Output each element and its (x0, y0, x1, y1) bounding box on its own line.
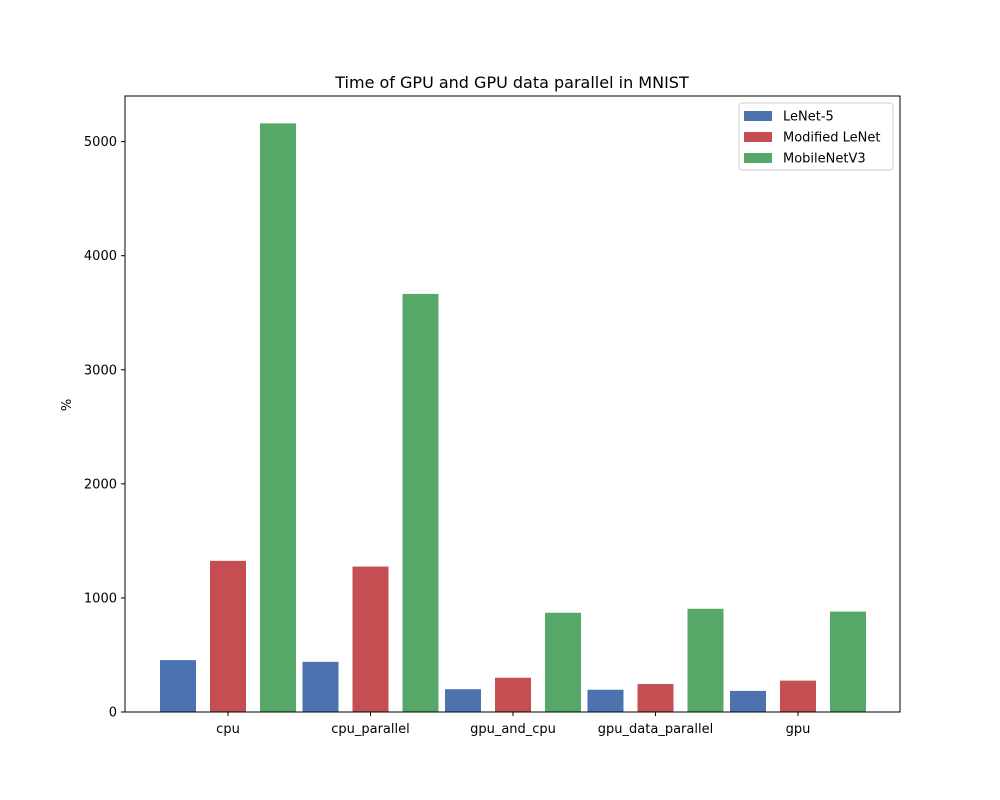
chart-title: Time of GPU and GPU data parallel in MNI… (334, 73, 689, 92)
bar-gpu-modified-lenet (780, 680, 816, 712)
y-axis: 0 1000 2000 3000 4000 5000 (84, 135, 125, 721)
bar-gpu-mobilenetv3 (830, 611, 866, 712)
bar-cpu_parallel-mobilenetv3 (402, 293, 439, 712)
y-tick-label: 4000 (84, 249, 117, 264)
bars-group (160, 123, 866, 712)
bar-gpu_data_parallel-modified-lenet (637, 684, 674, 712)
legend-swatch (744, 132, 772, 142)
legend-label: Modified LeNet (783, 131, 880, 146)
bar-gpu_data_parallel-lenet-5 (587, 689, 624, 712)
bar-gpu-lenet-5 (730, 690, 766, 712)
x-axis: cpu cpu_parallel gpu_and_cpu gpu_data_paral… (216, 712, 810, 737)
x-tick-label: cpu (216, 722, 240, 737)
y-tick-label: 0 (109, 706, 117, 721)
legend-label: MobileNetV3 (783, 152, 866, 167)
bar-cpu_parallel-lenet-5 (302, 661, 339, 712)
y-tick-label: 2000 (84, 477, 117, 492)
legend: LeNet-5 Modified LeNet MobileNetV3 (738, 102, 894, 171)
y-tick-label: 5000 (84, 135, 117, 150)
bar-cpu-lenet-5 (160, 660, 196, 712)
bar-gpu_data_parallel-mobilenetv3 (687, 608, 724, 712)
legend-box (738, 102, 894, 171)
plot-frame (124, 95, 901, 713)
legend-label: LeNet-5 (783, 110, 834, 125)
x-tick-label: gpu (786, 722, 811, 737)
x-tick-label: gpu_and_cpu (470, 722, 556, 737)
bar-gpu_and_cpu-mobilenetv3 (545, 612, 581, 712)
legend-swatch (744, 111, 772, 121)
x-tick-label: cpu_parallel (331, 722, 410, 737)
y-tick-label: 1000 (84, 591, 117, 606)
bar-cpu_parallel-modified-lenet (352, 566, 389, 712)
bar-cpu-modified-lenet (210, 560, 246, 712)
bar-gpu_and_cpu-modified-lenet (495, 677, 531, 712)
bar-gpu_and_cpu-lenet-5 (445, 689, 481, 712)
x-tick-label: gpu_data_parallel (598, 722, 713, 737)
bar-cpu-mobilenetv3 (260, 123, 296, 712)
y-tick-label: 3000 (84, 363, 117, 378)
y-axis-label: % (60, 399, 75, 411)
legend-swatch (744, 153, 772, 163)
